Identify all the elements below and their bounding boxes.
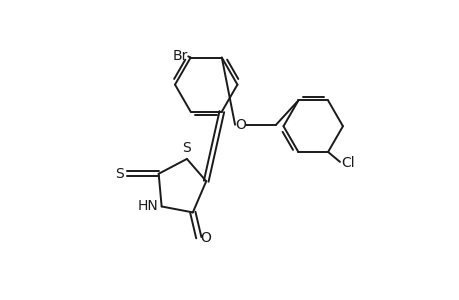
- Text: S: S: [115, 167, 123, 181]
- Text: Br: Br: [172, 49, 187, 63]
- Text: HN: HN: [137, 200, 158, 214]
- Text: Cl: Cl: [341, 156, 354, 170]
- Text: O: O: [235, 118, 245, 132]
- Text: S: S: [182, 141, 191, 155]
- Text: O: O: [200, 231, 211, 245]
